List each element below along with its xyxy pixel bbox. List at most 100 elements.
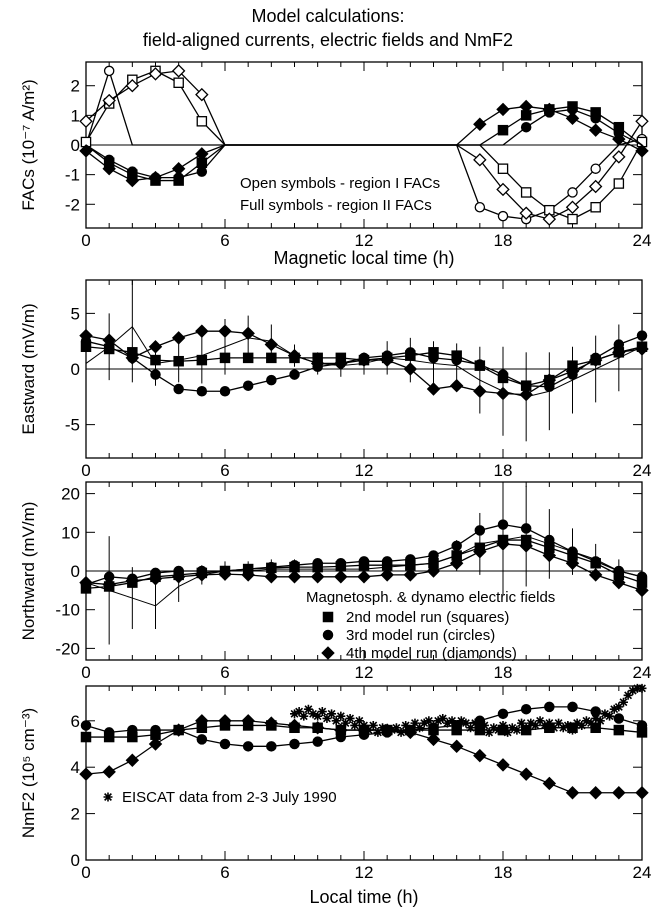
nmf2-data-point <box>289 738 300 750</box>
facs-data-point <box>171 161 186 176</box>
northward-data-point <box>357 570 371 584</box>
nmf2-data-point <box>264 716 279 730</box>
nmf2-eiscat-point <box>614 702 624 712</box>
northward-y-tick-label: 0 <box>71 562 80 581</box>
northward-data-point <box>171 570 186 584</box>
northward-data-point <box>636 571 648 583</box>
facs-data-point <box>635 114 649 129</box>
nmf2-eiscat-point <box>503 727 513 737</box>
nmf2-data-point <box>473 748 487 763</box>
facs-data-point <box>565 111 580 126</box>
nmf2-y-tick-label: 4 <box>71 758 80 777</box>
eastward-data-point <box>636 330 648 341</box>
nmf2-eiscat-point <box>618 697 628 707</box>
facs-data-point <box>635 144 649 158</box>
nmf2-x-tick-label: 18 <box>494 863 513 882</box>
nmf2-x-tick-label: 6 <box>220 863 229 882</box>
nmf2-eiscat-point <box>424 716 434 726</box>
eastward-data-point <box>195 324 209 338</box>
northward-data-point <box>312 558 323 569</box>
nmf2-data-point <box>219 738 231 750</box>
eastward-data-point <box>565 364 580 378</box>
nmf2-data-point <box>613 724 625 736</box>
eastward-data-point <box>173 355 184 367</box>
nmf2-eiscat-point <box>327 709 337 719</box>
facs-data-point <box>497 124 509 136</box>
eastward-data-point <box>426 382 441 396</box>
nmf2-data-point <box>542 776 557 791</box>
nmf2-eiscat-point <box>378 723 388 733</box>
nmf2-data-point <box>241 714 255 728</box>
facs-data-point <box>79 144 93 158</box>
nmf2-eiscat-point <box>447 716 457 726</box>
northward-legend-marker <box>322 611 334 623</box>
northward-data-point <box>335 558 347 569</box>
facs-data-point <box>565 200 580 214</box>
northward-data-point <box>612 575 626 590</box>
eastward-x-tick-label: 0 <box>81 461 90 480</box>
nmf2-data-point <box>520 703 532 715</box>
nmf2-data-point <box>567 701 578 713</box>
eastward-data-point <box>403 362 418 376</box>
facs-y-axis-label: FACs (10⁻⁷ A/m²) <box>19 79 38 210</box>
nmf2-x-tick-label: 0 <box>81 863 90 882</box>
nmf2-eiscat-point <box>405 725 415 735</box>
nmf2-eiscat-point <box>466 723 476 733</box>
facs-data-point <box>567 187 578 198</box>
facs-data-point <box>520 121 532 133</box>
nmf2-eiscat-point <box>572 718 582 728</box>
northward-data-point <box>405 554 416 565</box>
facs-data-point <box>195 87 209 102</box>
facs-x-tick-label: 24 <box>633 231 652 250</box>
facs-series-line <box>85 105 643 182</box>
nmf2-eiscat-point <box>290 709 299 719</box>
nmf2-data-point <box>80 720 92 731</box>
nmf2-y-tick-label: 0 <box>71 851 80 870</box>
northward-data-point <box>590 556 601 567</box>
eastward-data-point <box>219 385 231 397</box>
nmf2-data-point <box>80 731 92 743</box>
eastward-data-point <box>588 353 603 367</box>
eastward-data-point <box>171 331 186 345</box>
northward-data-point <box>613 565 625 577</box>
facs-data-point <box>473 117 487 131</box>
northward-data-point <box>496 537 510 551</box>
northward-data-point <box>287 570 302 584</box>
facs-annotation: Open symbols - region I FACs <box>240 175 440 192</box>
facs-data-point <box>613 178 625 189</box>
nmf2-eiscat-point <box>373 727 383 737</box>
eastward-y-tick-label: -5 <box>65 416 80 435</box>
facs-data-point <box>125 78 140 93</box>
nmf2-eiscat-point <box>479 720 489 730</box>
facs-y-tick-label: 0 <box>71 136 80 155</box>
nmf2-annotation-marker <box>103 792 113 802</box>
facs-data-point <box>497 210 509 222</box>
nmf2-eiscat-point <box>364 725 374 735</box>
northward-data-point <box>381 556 393 567</box>
eastward-y-tick-label: 0 <box>71 360 80 379</box>
facs-data-point <box>148 67 163 81</box>
nmf2-eiscat-point <box>368 720 378 730</box>
eastward-data-point <box>266 352 277 364</box>
northward-field-panel: 0 6 12 18 24 -20 -10 0 10 20 Northward (mV/m) Magne… <box>19 481 651 682</box>
nmf2-data-point <box>312 736 323 747</box>
northward-x-tick-label: 12 <box>355 663 374 682</box>
eastward-data-point <box>242 352 254 364</box>
northward-data-point <box>358 556 370 567</box>
nmf2-data-point <box>103 727 115 738</box>
facs-data-point <box>102 161 116 176</box>
nmf2-eiscat-point <box>308 709 318 719</box>
nmf2-eiscat-point <box>540 720 550 730</box>
nmf2-data-point <box>613 713 625 724</box>
eastward-data-point <box>219 352 231 364</box>
nmf2-eiscat-point <box>396 727 406 737</box>
northward-legend-label: 2nd model run (squares) <box>346 609 509 626</box>
facs-data-point <box>497 163 509 174</box>
eastward-data-point <box>148 340 163 354</box>
northward-legend-marker <box>322 629 334 641</box>
eastward-data-point <box>473 384 487 398</box>
nmf2-eiscat-point <box>544 718 554 728</box>
facs-x-axis-label: Magnetic local time (h) <box>273 248 454 268</box>
nmf2-eiscat-point <box>313 711 323 721</box>
nmf2-data-point <box>496 758 510 772</box>
